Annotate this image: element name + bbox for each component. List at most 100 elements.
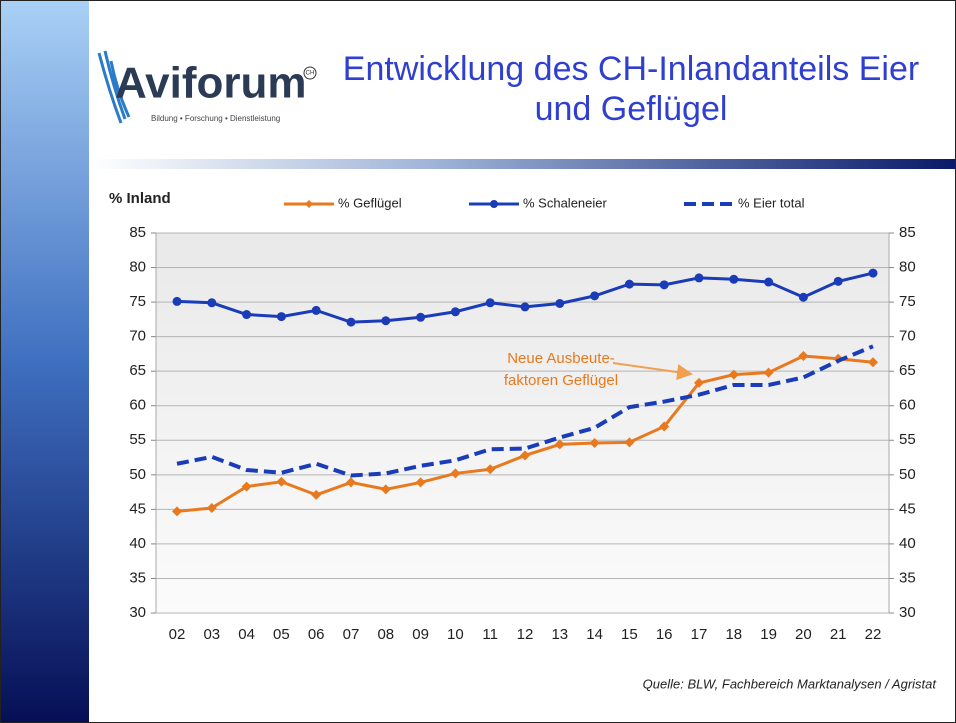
data-point — [833, 276, 843, 286]
y2-tick-label: 75 — [899, 293, 916, 310]
data-point — [416, 312, 426, 322]
data-point — [276, 476, 287, 487]
y-tick-label: 85 — [129, 224, 146, 241]
series-line — [176, 344, 874, 478]
legend-label: % Schaleneier — [523, 195, 607, 210]
data-point — [172, 506, 182, 517]
y2-tick-label: 45 — [899, 500, 916, 517]
legend-label: % Eier total — [738, 195, 805, 210]
legend-marker — [305, 200, 313, 208]
x-tick-label: 11 — [482, 626, 498, 643]
y-tick-label: 40 — [129, 535, 146, 552]
data-point — [589, 438, 600, 449]
x-tick-label: 14 — [586, 626, 603, 643]
y-tick-label: 30 — [129, 604, 146, 621]
data-point — [520, 302, 530, 312]
x-tick-label: 07 — [343, 626, 360, 643]
data-point — [485, 464, 496, 475]
data-point — [868, 268, 878, 278]
x-tick-label: 12 — [517, 626, 534, 643]
annotation: Neue Ausbeute- — [507, 350, 615, 367]
x-tick-label: 19 — [760, 626, 777, 643]
x-tick-label: 13 — [551, 626, 568, 643]
legend-marker — [490, 200, 498, 208]
y-tick-label: 50 — [129, 466, 146, 483]
x-tick-label: 09 — [412, 626, 429, 643]
logo-tagline: Bildung • Forschung • Dienstleistung — [151, 114, 280, 123]
data-point — [798, 350, 809, 361]
y2-tick-label: 85 — [899, 224, 916, 241]
data-point — [276, 312, 286, 322]
logo-name: Aviforum — [115, 59, 307, 108]
data-point — [346, 317, 356, 327]
y-tick-label: 70 — [129, 328, 146, 345]
x-tick-label: 16 — [656, 626, 673, 643]
data-point — [763, 367, 774, 378]
data-point — [415, 477, 426, 488]
y-tick-label: 55 — [129, 431, 146, 448]
data-point — [659, 280, 669, 290]
data-point — [241, 481, 252, 492]
y-tick-label: 75 — [129, 293, 146, 310]
x-tick-label: 03 — [203, 626, 220, 643]
data-point — [520, 450, 530, 461]
data-point — [450, 468, 461, 479]
x-tick-label: 04 — [238, 626, 255, 643]
y2-tick-label: 80 — [899, 259, 916, 276]
data-point — [624, 437, 635, 448]
plot-area — [155, 232, 890, 614]
y2-tick-label: 65 — [899, 362, 916, 379]
data-point — [485, 298, 495, 308]
x-tick-label: 10 — [447, 626, 464, 643]
data-point — [868, 357, 878, 368]
data-point — [555, 298, 565, 308]
data-point — [206, 502, 217, 513]
y-tick-label: 65 — [129, 362, 146, 379]
logo-badge: CH — [306, 71, 315, 77]
x-tick-label: 18 — [725, 626, 742, 643]
y2-tick-label: 70 — [899, 328, 916, 345]
y-tick-label: 45 — [129, 500, 146, 517]
data-point — [729, 274, 739, 284]
source: Quelle: BLW, Fachbereich Marktanalysen /… — [643, 676, 938, 691]
y2-tick-label: 60 — [899, 397, 916, 414]
data-point — [728, 369, 739, 380]
data-point — [450, 307, 460, 317]
data-point — [590, 291, 600, 301]
y-tick-label: 80 — [129, 259, 146, 276]
logo-feather — [97, 50, 131, 124]
data-point — [172, 296, 182, 306]
data-point — [694, 377, 704, 388]
y2-tick-label: 50 — [899, 466, 916, 483]
data-point — [554, 439, 565, 450]
x-tick-label: 08 — [377, 626, 394, 643]
y-tick-label: 60 — [129, 397, 146, 414]
x-tick-label: 21 — [830, 626, 847, 643]
x-tick-label: 06 — [308, 626, 325, 643]
data-point — [311, 305, 321, 315]
side-bar — [1, 1, 89, 722]
data-point — [346, 477, 356, 488]
logo: Aviforum CH Bildung • Forschung • Dienst… — [97, 50, 317, 124]
y-tick-label: 35 — [129, 569, 146, 586]
annotation: faktoren Geflügel — [504, 372, 618, 389]
x-tick-label: 20 — [795, 626, 812, 643]
x-tick-label: 02 — [169, 626, 186, 643]
data-point — [659, 421, 670, 432]
data-point — [764, 277, 774, 287]
y2-tick-label: 55 — [899, 431, 916, 448]
data-point — [242, 310, 252, 320]
data-point — [694, 273, 704, 283]
x-tick-label: 17 — [691, 626, 708, 643]
y2-tick-label: 35 — [899, 569, 916, 586]
data-point — [624, 279, 634, 289]
x-tick-label: 15 — [621, 626, 638, 643]
annotation-arrow — [612, 362, 693, 380]
header-rule — [89, 159, 955, 169]
x-tick-label: 22 — [865, 626, 882, 643]
data-point — [380, 484, 391, 495]
logo-badge-ring — [303, 66, 317, 80]
slide-title: Entwicklung des CH-Inlandanteils Eier un… — [342, 50, 920, 128]
